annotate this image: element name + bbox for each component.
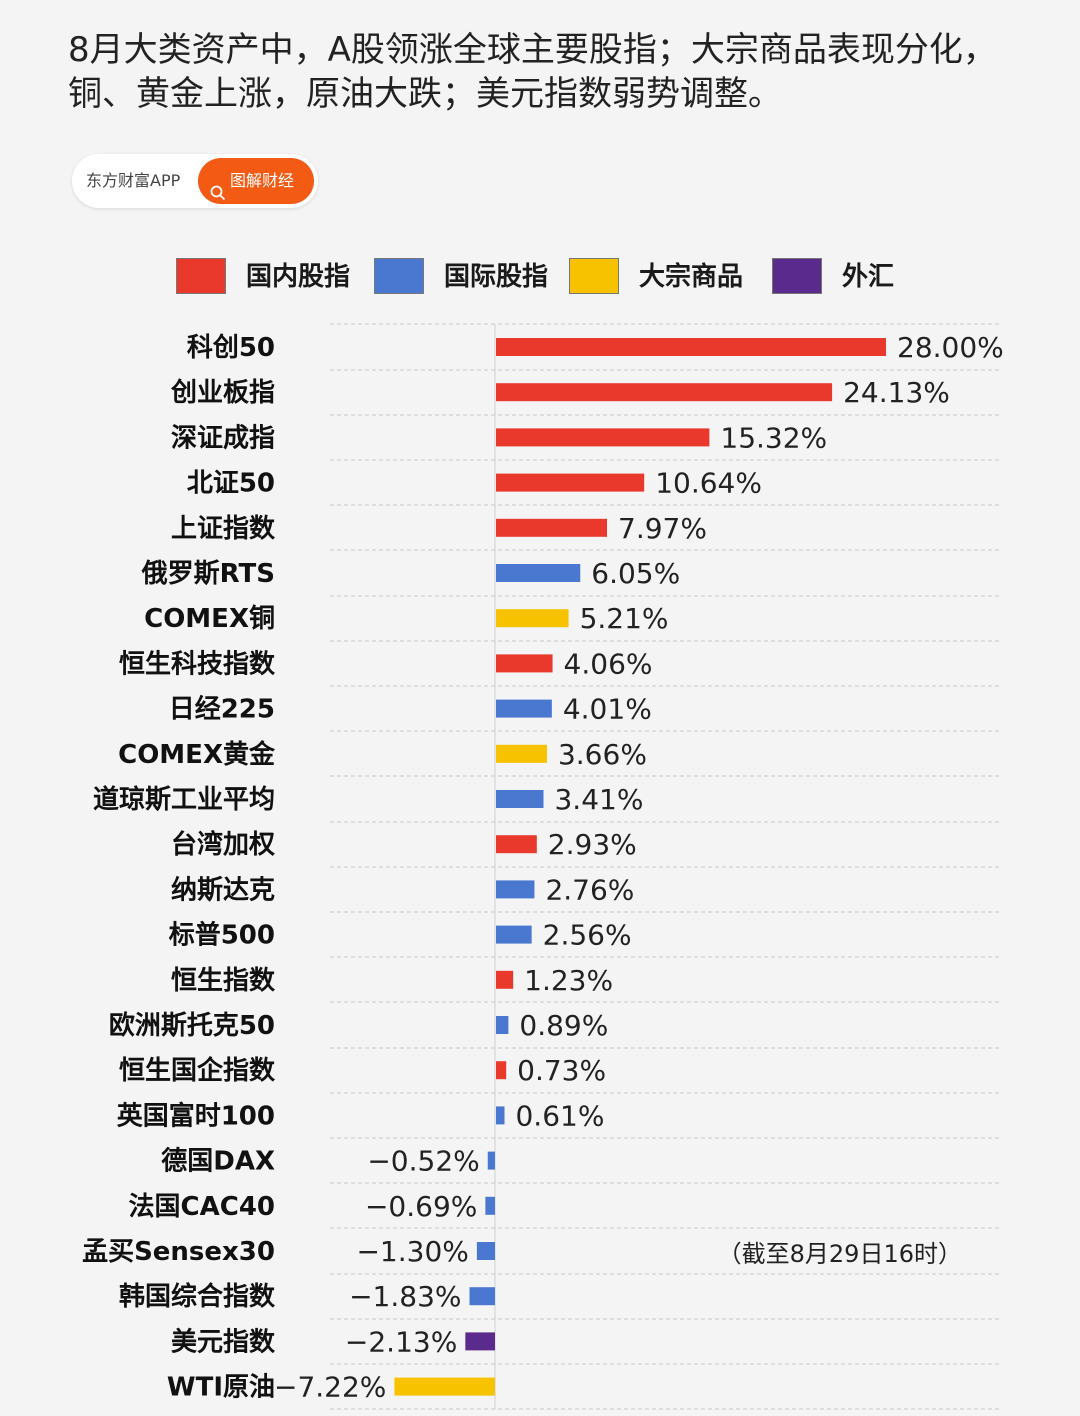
value-label: −1.30% (356, 1235, 468, 1268)
value-label: 28.00% (897, 331, 1004, 364)
bar (487, 1151, 495, 1170)
value-label: 10.64% (655, 467, 762, 500)
bar (496, 609, 569, 628)
bar (496, 564, 581, 582)
category-label: 恒生国企指数 (119, 1055, 276, 1086)
category-label: 英国富时100 (117, 1100, 275, 1131)
category-label: COMEX黄金 (118, 739, 276, 770)
category-label: 科创50 (187, 333, 275, 363)
source-label: 东方财富APP (86, 171, 181, 190)
category-tag-label: 图解财经 (230, 171, 295, 190)
bar (476, 1242, 495, 1260)
category-label: WTI原油 (167, 1373, 275, 1403)
category-label: COMEX铜 (144, 604, 275, 634)
value-label: 24.13% (843, 376, 950, 409)
bar (394, 1377, 495, 1396)
category-label: 标普500 (169, 920, 275, 951)
legend-swatch-international (374, 258, 424, 294)
category-label: 俄罗斯RTS (141, 559, 275, 589)
legend-swatch-commodity (569, 258, 619, 294)
value-label: 2.76% (545, 873, 634, 906)
bar (469, 1287, 495, 1306)
bar (496, 699, 552, 718)
headline-line-2: 铜、黄金上涨，原油大跌；美元指数弱势调整。 (68, 74, 782, 114)
bar (496, 744, 547, 763)
value-label: 5.21% (580, 602, 669, 635)
search-icon (210, 173, 226, 219)
bar (485, 1196, 495, 1215)
value-label: 7.97% (618, 512, 707, 545)
source-badge[interactable]: 东方财富APP 图解财经 (72, 154, 318, 208)
category-label: 孟买Sensex30 (82, 1237, 275, 1267)
bar (496, 383, 833, 402)
value-label: 3.41% (554, 783, 643, 816)
category-label: 北证50 (187, 469, 275, 499)
bar (496, 1016, 509, 1034)
bar (496, 473, 645, 492)
value-label: 2.93% (548, 828, 637, 861)
bar (465, 1332, 495, 1351)
bar (496, 790, 544, 808)
value-label: 4.01% (563, 693, 652, 726)
category-label: 纳斯达克 (171, 874, 275, 905)
legend-label-forex: 外汇 (842, 262, 895, 292)
value-label: −2.13% (345, 1325, 457, 1358)
value-label: −0.69% (365, 1190, 477, 1223)
bar (496, 925, 532, 944)
bar (496, 518, 608, 537)
category-label: 法国CAC40 (129, 1192, 275, 1222)
bar (496, 880, 535, 899)
category-label: 深证成指 (171, 423, 275, 453)
category-label: 台湾加权 (171, 829, 275, 860)
bar (496, 1106, 505, 1125)
category-label: 欧洲斯托克50 (109, 1010, 275, 1041)
category-label: 美元指数 (171, 1326, 276, 1357)
category-label: 韩国综合指数 (119, 1281, 276, 1312)
value-label: 15.32% (720, 421, 827, 454)
bar (496, 338, 886, 356)
value-label: 2.56% (543, 919, 632, 952)
value-label: 1.23% (524, 964, 613, 997)
bar (496, 835, 537, 854)
category-label: 创业板指 (170, 378, 275, 408)
category-label: 恒生指数 (171, 966, 276, 996)
category-label: 日经225 (169, 694, 275, 725)
value-label: 0.73% (517, 1054, 606, 1087)
legend-swatch-forex (772, 258, 822, 294)
value-label: −1.83% (349, 1280, 461, 1313)
category-tag[interactable]: 图解财经 (198, 158, 314, 204)
headline-line-1: 8月大类资产中，A股领涨全球主要股指；大宗商品表现分化， (68, 30, 997, 70)
value-label: 6.05% (591, 557, 680, 590)
bar (496, 970, 514, 989)
headline: 8月大类资产中，A股领涨全球主要股指；大宗商品表现分化， 铜、黄金上涨，原油大跌… (68, 28, 1028, 116)
chart-legend: 国内股指 国际股指 大宗商品 外汇 (0, 252, 1080, 302)
category-label: 道琼斯工业平均 (93, 784, 275, 815)
legend-label-commodity: 大宗商品 (639, 262, 744, 292)
category-label: 上证指数 (171, 514, 276, 544)
bar (496, 1061, 507, 1080)
value-label: 3.66% (558, 738, 647, 771)
legend-label-international: 国际股指 (444, 262, 549, 292)
category-label: 恒生科技指数 (119, 649, 276, 679)
value-label: −7.22% (274, 1371, 386, 1404)
value-label: 0.61% (515, 1099, 604, 1132)
bar (496, 428, 710, 447)
date-note: （截至8月29日16时） (718, 1240, 962, 1268)
legend-swatch-domestic (176, 258, 226, 294)
value-label: −0.52% (367, 1145, 479, 1178)
bar (496, 654, 553, 673)
legend-label-domestic: 国内股指 (246, 262, 351, 292)
value-label: 4.06% (564, 647, 653, 680)
category-label: 德国DAX (161, 1147, 275, 1177)
value-label: 0.89% (519, 1009, 608, 1042)
